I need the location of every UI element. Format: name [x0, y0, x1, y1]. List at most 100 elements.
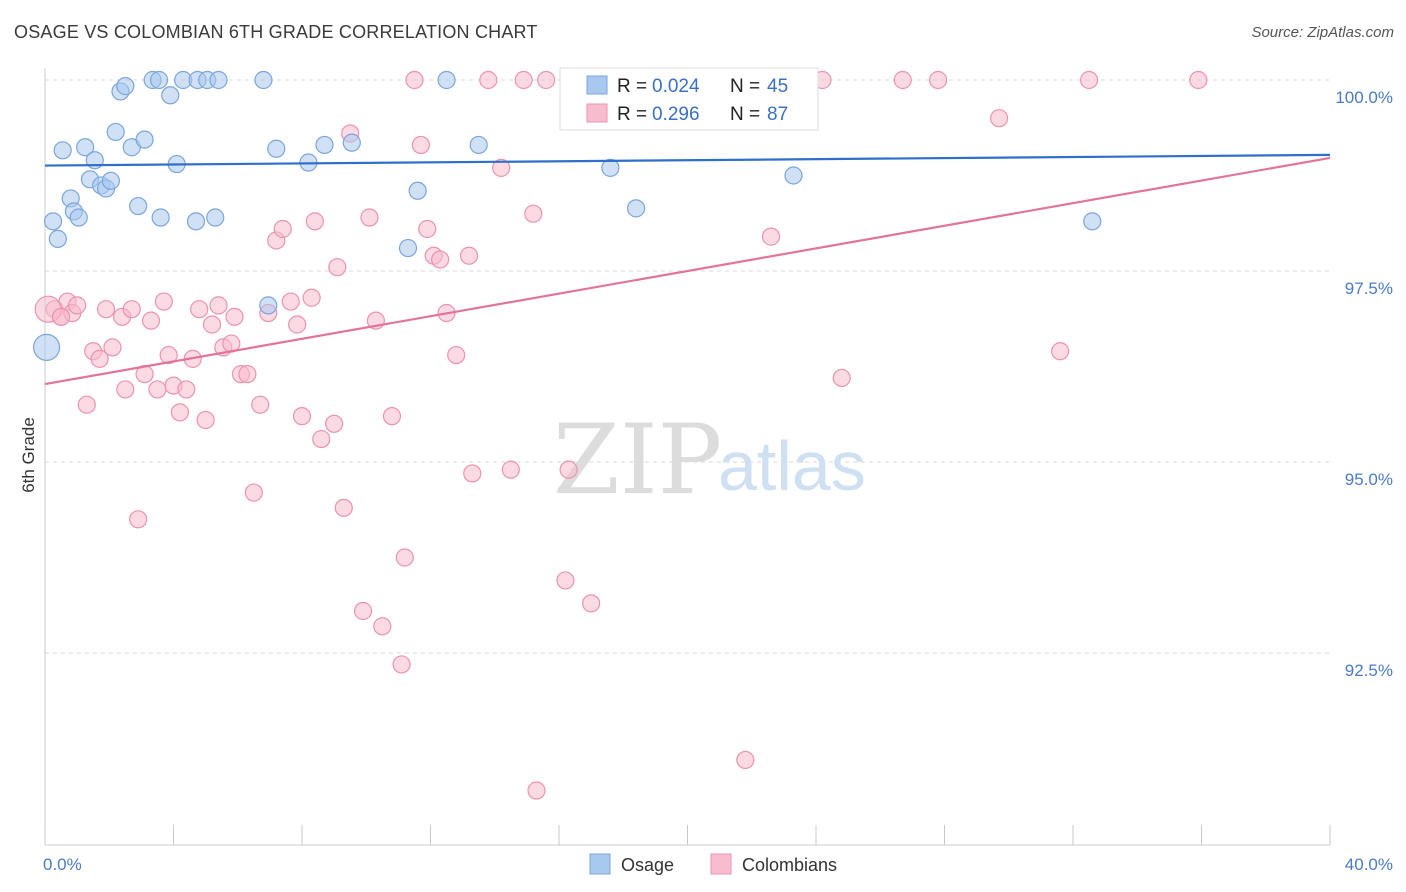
- point-colombians-44: [328, 258, 347, 277]
- point-colombians-4: [68, 296, 87, 315]
- point-osage-5: [69, 208, 88, 227]
- x-tick-label-0: 0.0%: [43, 855, 82, 874]
- trend-line-colombians: [44, 156, 1331, 386]
- point-colombians-62: [463, 464, 482, 483]
- point-colombians-8: [96, 300, 116, 319]
- source-label: Source: ZipAtlas.com: [1251, 24, 1394, 41]
- y-tick-label-0: 100.0%: [1335, 88, 1393, 107]
- point-osage-19: [149, 70, 169, 90]
- chart-title: OSAGE VS COLOMBIAN 6TH GRADE CORRELATION…: [14, 22, 538, 42]
- y-axis-label: 6th Grade: [19, 417, 38, 493]
- point-colombians-60: [447, 345, 466, 365]
- watermark-atlas: atlas: [718, 427, 866, 505]
- point-osage-42: [1083, 212, 1102, 231]
- series-colombians-points: [34, 70, 1208, 800]
- watermark: ZIP atlas: [553, 404, 866, 516]
- point-colombians-36: [273, 219, 292, 239]
- point-colombians-18: [159, 345, 178, 365]
- axes: [44, 68, 1331, 846]
- point-osage-28: [209, 70, 228, 90]
- point-colombians-13: [129, 510, 148, 529]
- legend-r-value-0: 0.024: [652, 76, 700, 97]
- point-colombians-12: [122, 300, 141, 319]
- point-colombians-67: [524, 204, 543, 223]
- bottom-legend-swatch-0: [589, 853, 611, 875]
- point-colombians-69: [537, 70, 556, 90]
- point-colombians-66: [514, 70, 533, 90]
- point-colombians-32: [244, 483, 263, 502]
- point-colombians-20: [170, 403, 190, 422]
- point-colombians-25: [202, 315, 222, 334]
- point-colombians-83: [1079, 70, 1099, 90]
- point-colombians-63: [479, 70, 498, 90]
- y-tick-label-1: 97.5%: [1345, 279, 1393, 298]
- point-colombians-26: [209, 296, 228, 315]
- point-colombians-76: [761, 227, 781, 246]
- point-colombians-17: [154, 292, 173, 311]
- point-colombians-5: [77, 395, 96, 414]
- point-colombians-73: [582, 594, 601, 613]
- legend: R = 0.024 N = 45 R = 0.296 N = 87: [559, 67, 819, 131]
- point-osage-30: [259, 296, 278, 315]
- point-colombians-80: [928, 70, 948, 90]
- point-colombians-9: [103, 338, 122, 357]
- point-colombians-24: [196, 410, 215, 430]
- point-colombians-21: [177, 380, 196, 399]
- watermark-zip: ZIP: [553, 404, 722, 516]
- point-osage-0: [43, 212, 63, 231]
- point-osage-16: [129, 196, 148, 216]
- point-colombians-61: [459, 246, 479, 265]
- point-osage-20: [151, 208, 170, 227]
- point-osage-37: [437, 70, 456, 90]
- point-osage-24: [186, 212, 206, 231]
- bottom-legend: Osage Colombians: [589, 853, 837, 875]
- point-colombians-16: [148, 380, 167, 399]
- point-colombians-40: [302, 288, 321, 307]
- point-colombians-11: [116, 380, 135, 399]
- trend-line-osage: [44, 153, 1331, 167]
- y-tick-label-3: 92.5%: [1345, 661, 1393, 680]
- point-colombians-70: [556, 571, 575, 590]
- legend-n-value-1: 87: [767, 104, 788, 125]
- point-colombians-65: [501, 460, 520, 479]
- point-colombians-54: [405, 70, 424, 90]
- x-tick-label-1: 40.0%: [1345, 855, 1393, 874]
- point-colombians-23: [190, 300, 209, 319]
- point-colombians-43: [325, 414, 344, 433]
- legend-r-label-1: R =: [617, 104, 647, 125]
- legend-swatch-0: [586, 75, 608, 95]
- point-colombians-71: [559, 460, 578, 479]
- legend-n-label-1: N =: [730, 104, 760, 125]
- point-osage-31: [267, 139, 286, 158]
- point-osage-14: [116, 77, 135, 96]
- legend-n-value-0: 45: [767, 76, 788, 97]
- bottom-legend-label-0: Osage: [621, 855, 674, 875]
- point-osage-41: [784, 166, 803, 185]
- legend-r-label-0: R =: [617, 76, 647, 97]
- point-colombians-39: [292, 407, 312, 426]
- series-osage-points: [33, 70, 1102, 361]
- bottom-legend-label-1: Colombians: [742, 855, 837, 875]
- point-osage-11: [101, 171, 120, 190]
- point-colombians-41: [305, 212, 324, 231]
- point-osage-21: [161, 86, 180, 105]
- point-colombians-78: [832, 368, 851, 388]
- point-osage-29: [254, 70, 273, 90]
- point-colombians-58: [431, 250, 450, 269]
- legend-r-value-1: 0.296: [652, 104, 700, 125]
- point-colombians-82: [1051, 342, 1070, 361]
- point-colombians-56: [418, 219, 437, 239]
- point-colombians-15: [141, 311, 161, 330]
- point-colombians-37: [281, 292, 300, 311]
- point-colombians-38: [288, 315, 307, 334]
- trend-lines: [44, 153, 1331, 386]
- point-colombians-29: [225, 307, 244, 326]
- point-colombians-51: [382, 407, 402, 426]
- y-tick-labels: 100.0% 97.5% 95.0% 92.5%: [1335, 88, 1393, 680]
- legend-n-label-0: N =: [730, 76, 760, 97]
- point-colombians-42: [312, 429, 331, 449]
- point-osage-36: [408, 181, 427, 200]
- point-colombians-7: [90, 349, 109, 368]
- y-tick-label-2: 95.0%: [1345, 470, 1393, 489]
